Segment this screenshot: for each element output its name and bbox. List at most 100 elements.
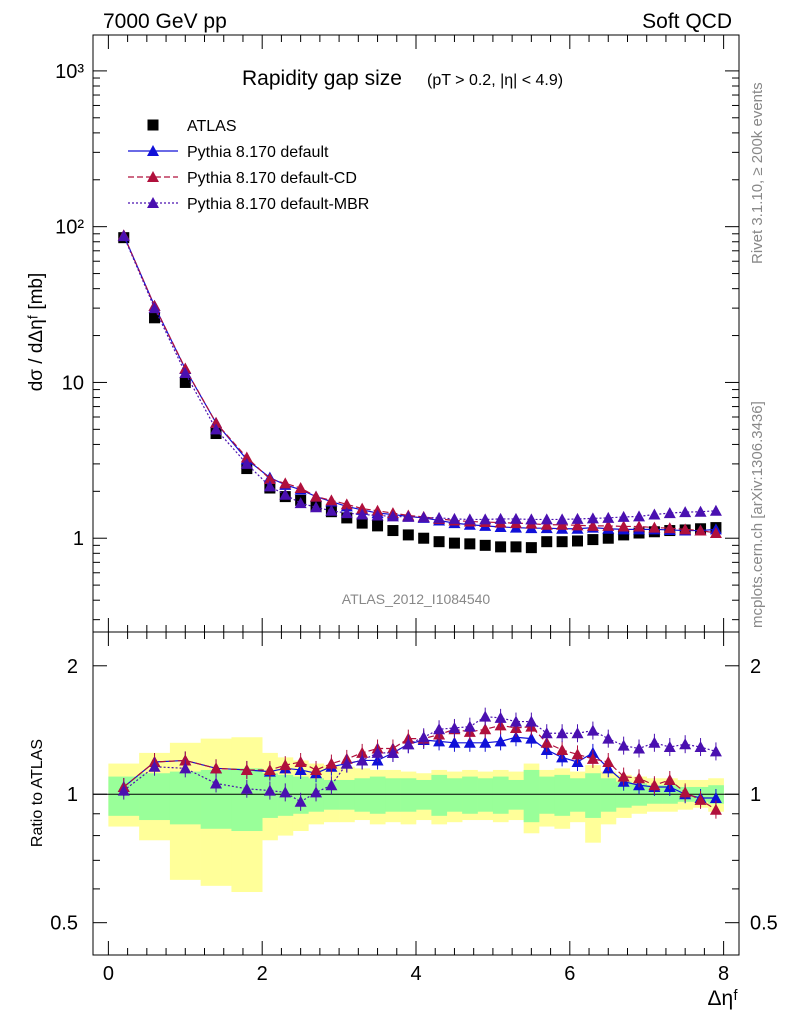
main-point <box>571 519 584 531</box>
main-series-line <box>123 235 716 521</box>
ratio-point <box>694 741 707 753</box>
band-inner <box>369 776 386 814</box>
main-point <box>417 511 430 523</box>
main-point <box>463 513 476 525</box>
rivet-label: Rivet 3.1.10, ≥ 200k events <box>749 82 766 264</box>
main-point <box>556 513 569 525</box>
atlas-point <box>464 538 476 550</box>
ratio-point <box>310 763 323 775</box>
main-title: Rapidity gap size (pT > 0.2, |η| < 4.9) <box>242 67 563 90</box>
main-y-tick-label: 10³ <box>55 61 84 83</box>
main-point <box>648 508 661 520</box>
ratio-point <box>571 727 584 739</box>
ratio-point <box>494 735 507 747</box>
ratio-point <box>448 721 461 733</box>
ratio-point <box>602 732 615 744</box>
band-inner <box>416 779 432 810</box>
main-point <box>586 519 599 531</box>
band-inner <box>569 778 586 812</box>
ratio-point <box>648 736 661 748</box>
band-inner <box>431 774 448 816</box>
main-point <box>679 523 692 535</box>
main-point <box>602 511 615 523</box>
main-point <box>694 505 707 517</box>
atlas-point <box>602 532 614 544</box>
x-tick-label: 8 <box>718 963 729 985</box>
atlas-point <box>587 534 599 546</box>
ratio-point <box>663 741 676 753</box>
atlas-point <box>418 532 430 544</box>
band-inner <box>539 776 555 814</box>
main-series <box>117 230 722 525</box>
main-point <box>663 507 676 519</box>
atlas-point <box>387 525 399 537</box>
ratio-point <box>294 795 307 807</box>
ratio-point <box>210 762 223 774</box>
ratio-point <box>479 723 492 735</box>
main-point <box>494 512 507 524</box>
ratio-point <box>633 772 646 784</box>
ratio-ticks: 2 2 1 1 0.5 0.5 0 2 4 6 8 <box>50 632 778 985</box>
main-point <box>240 451 253 463</box>
legend-label: ATLAS <box>187 118 237 135</box>
main-y-tick-label: 1 <box>73 528 84 550</box>
main-series-line <box>123 235 717 534</box>
ratio-point <box>479 736 492 748</box>
ratio-point <box>356 754 369 766</box>
band-inner <box>554 774 571 816</box>
ratio-point <box>694 793 707 805</box>
atlas-point <box>618 529 630 541</box>
ratio-plot-layer <box>93 707 739 893</box>
main-series <box>118 232 722 554</box>
x-tick-label: 0 <box>103 963 114 985</box>
main-point <box>402 510 415 522</box>
band-inner <box>139 773 171 821</box>
main-point <box>340 507 353 519</box>
band-inner <box>523 769 540 823</box>
ratio-point <box>294 756 307 768</box>
header-right: Soft QCD <box>642 10 732 33</box>
ratio-point <box>433 723 446 735</box>
legend-marker <box>147 145 159 156</box>
main-point <box>279 488 292 500</box>
ratio-point <box>556 727 569 739</box>
main-panel: 10³ 10² 10 1 Rapidity gap size (pT > 0.2, |… <box>26 34 740 633</box>
atlas-point <box>572 535 583 547</box>
main-point <box>633 510 646 522</box>
ratio-point <box>633 742 646 754</box>
main-point <box>386 510 399 522</box>
main-point <box>210 423 223 435</box>
main-point <box>294 482 307 494</box>
main-point <box>709 527 722 539</box>
ratio-point <box>371 746 384 758</box>
atlas-point <box>179 376 191 388</box>
ratio-point <box>325 757 338 769</box>
main-point <box>509 512 522 524</box>
ratio-point <box>263 763 276 775</box>
main-point <box>279 477 292 489</box>
atlas-point <box>556 536 568 548</box>
main-point <box>117 230 130 242</box>
ratio-point <box>602 756 615 768</box>
main-point <box>571 512 584 524</box>
legend-marker-atlas <box>147 119 159 131</box>
atlas-point <box>433 536 445 548</box>
main-point <box>210 416 223 428</box>
main-point <box>325 504 338 516</box>
main-point <box>586 512 599 524</box>
band-inner <box>600 778 617 812</box>
main-point <box>663 522 676 534</box>
atlas-point <box>149 312 161 324</box>
band-inner <box>400 778 417 812</box>
header-left: 7000 GeV pp <box>103 10 227 33</box>
main-point <box>263 472 276 484</box>
main-point <box>525 513 538 525</box>
ratio-point <box>479 710 492 722</box>
atlas-point <box>495 541 507 553</box>
atlas-point <box>356 517 368 529</box>
ratio-y-label: Ratio to ATLAS <box>29 739 46 847</box>
ratio-point <box>386 746 399 758</box>
band-inner <box>585 773 601 818</box>
band-inner <box>339 779 355 810</box>
ratio-point <box>663 773 676 785</box>
